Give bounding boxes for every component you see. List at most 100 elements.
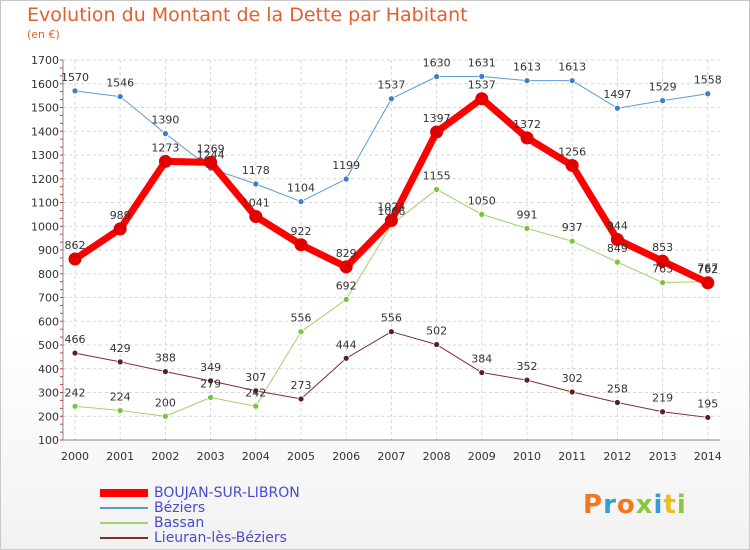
data-label-b-ziers: 1570 (61, 71, 89, 84)
data-point-b-ziers (614, 104, 621, 112)
y-tick-label: 100 (38, 434, 59, 447)
data-label-boujan-sur-libron: 853 (652, 241, 673, 254)
x-tick-label: 2004 (242, 450, 270, 463)
data-label-lieuran-l-s-b-ziers: 302 (562, 372, 583, 385)
x-tick-label: 2012 (603, 450, 631, 463)
x-tick-label: 2010 (513, 450, 541, 463)
data-point-bassan (207, 394, 215, 401)
data-point-bassan (433, 186, 441, 193)
data-label-bassan: 224 (110, 391, 131, 404)
data-label-boujan-sur-libron: 762 (697, 263, 718, 276)
data-label-boujan-sur-libron: 1041 (242, 197, 270, 210)
data-label-bassan: 242 (245, 386, 266, 399)
data-label-lieuran-l-s-b-ziers: 429 (110, 342, 131, 355)
y-tick-label: 800 (38, 268, 59, 281)
data-label-bassan: 937 (562, 221, 583, 234)
y-tick-label: 300 (38, 387, 59, 400)
data-point-b-ziers (252, 180, 260, 188)
x-tick-label: 2005 (287, 450, 315, 463)
logo-letter: t (663, 490, 677, 520)
data-point-lieuran-l-s-b-ziers (387, 328, 395, 336)
data-point-boujan-sur-libron (701, 276, 715, 290)
legend-item: Béziers (100, 500, 205, 516)
data-label-b-ziers: 1631 (468, 56, 496, 69)
data-label-bassan: 1006 (377, 205, 405, 218)
data-label-boujan-sur-libron: 1024 (377, 201, 405, 214)
data-point-boujan-sur-libron (610, 233, 624, 247)
data-label-lieuran-l-s-b-ziers: 556 (381, 312, 402, 325)
x-tick-label: 2003 (197, 450, 225, 463)
data-label-lieuran-l-s-b-ziers: 444 (336, 338, 357, 351)
data-point-lieuran-l-s-b-ziers (523, 376, 531, 384)
data-point-boujan-sur-libron (113, 222, 127, 236)
data-label-boujan-sur-libron: 862 (65, 239, 86, 252)
data-label-lieuran-l-s-b-ziers: 352 (517, 360, 538, 373)
data-point-lieuran-l-s-b-ziers (568, 388, 576, 396)
data-point-bassan (116, 407, 124, 414)
data-label-boujan-sur-libron: 1269 (197, 142, 225, 155)
data-label-b-ziers: 1558 (694, 74, 722, 87)
y-tick-label: 1100 (31, 197, 59, 210)
y-tick-label: 500 (38, 339, 59, 352)
data-point-boujan-sur-libron (294, 238, 308, 252)
data-label-boujan-sur-libron: 944 (607, 220, 628, 233)
legend-swatch (100, 489, 148, 497)
data-label-lieuran-l-s-b-ziers: 195 (697, 397, 718, 410)
y-tick-label: 1400 (31, 125, 59, 138)
data-point-bassan (523, 224, 531, 232)
x-tick-label: 2006 (332, 450, 360, 463)
data-point-bassan (252, 402, 260, 410)
data-label-bassan: 279 (200, 377, 221, 390)
legend-swatch (100, 522, 148, 524)
data-point-bassan (71, 402, 79, 410)
data-point-b-ziers (387, 95, 395, 103)
data-label-lieuran-l-s-b-ziers: 349 (200, 361, 221, 374)
data-point-boujan-sur-libron (158, 154, 172, 168)
data-point-lieuran-l-s-b-ziers (614, 399, 621, 406)
legend-label: Lieuran-lès-Béziers (154, 530, 287, 546)
data-point-b-ziers (659, 97, 666, 105)
x-tick-label: 2014 (694, 450, 722, 463)
data-point-lieuran-l-s-b-ziers (161, 368, 169, 376)
logo-letter: r (603, 490, 617, 520)
data-label-bassan: 763 (652, 263, 673, 276)
data-label-boujan-sur-libron: 829 (336, 247, 357, 260)
data-label-bassan: 242 (65, 386, 86, 399)
data-point-boujan-sur-libron (656, 254, 670, 268)
data-label-b-ziers: 1497 (603, 88, 631, 101)
x-tick-label: 2008 (423, 450, 451, 463)
data-point-b-ziers (342, 175, 350, 183)
data-label-bassan: 692 (336, 279, 357, 292)
legend-label: BOUJAN-SUR-LIBRON (154, 485, 300, 501)
data-label-boujan-sur-libron: 1537 (468, 79, 496, 92)
x-tick-label: 2007 (377, 450, 405, 463)
data-point-boujan-sur-libron (204, 155, 218, 169)
y-tick-label: 1600 (31, 78, 59, 91)
data-point-boujan-sur-libron (430, 125, 444, 139)
data-label-lieuran-l-s-b-ziers: 258 (607, 382, 628, 395)
data-point-boujan-sur-libron (475, 92, 489, 106)
data-point-lieuran-l-s-b-ziers (71, 349, 79, 357)
data-label-lieuran-l-s-b-ziers: 466 (65, 333, 86, 346)
data-label-boujan-sur-libron: 1273 (151, 141, 179, 154)
data-point-bassan (568, 237, 576, 245)
data-point-b-ziers (568, 77, 576, 85)
data-point-boujan-sur-libron (68, 252, 82, 266)
logo-letter: o (616, 490, 636, 520)
data-point-b-ziers (297, 198, 305, 205)
logo-letter: P (583, 490, 604, 520)
data-label-boujan-sur-libron: 989 (110, 209, 131, 222)
logo-letter: x (635, 490, 654, 520)
data-label-b-ziers: 1178 (242, 164, 270, 177)
legend-item: Lieuran-lès-Béziers (100, 530, 287, 546)
y-tick-label: 200 (38, 410, 59, 423)
data-label-bassan: 767 (697, 262, 718, 275)
data-label-b-ziers: 1630 (423, 57, 451, 70)
data-label-b-ziers: 1546 (106, 77, 134, 90)
y-tick-label: 1300 (31, 149, 59, 162)
data-point-b-ziers (116, 93, 124, 100)
data-point-lieuran-l-s-b-ziers (704, 414, 712, 421)
data-label-b-ziers: 1104 (287, 182, 315, 195)
data-label-boujan-sur-libron: 1372 (513, 118, 541, 131)
